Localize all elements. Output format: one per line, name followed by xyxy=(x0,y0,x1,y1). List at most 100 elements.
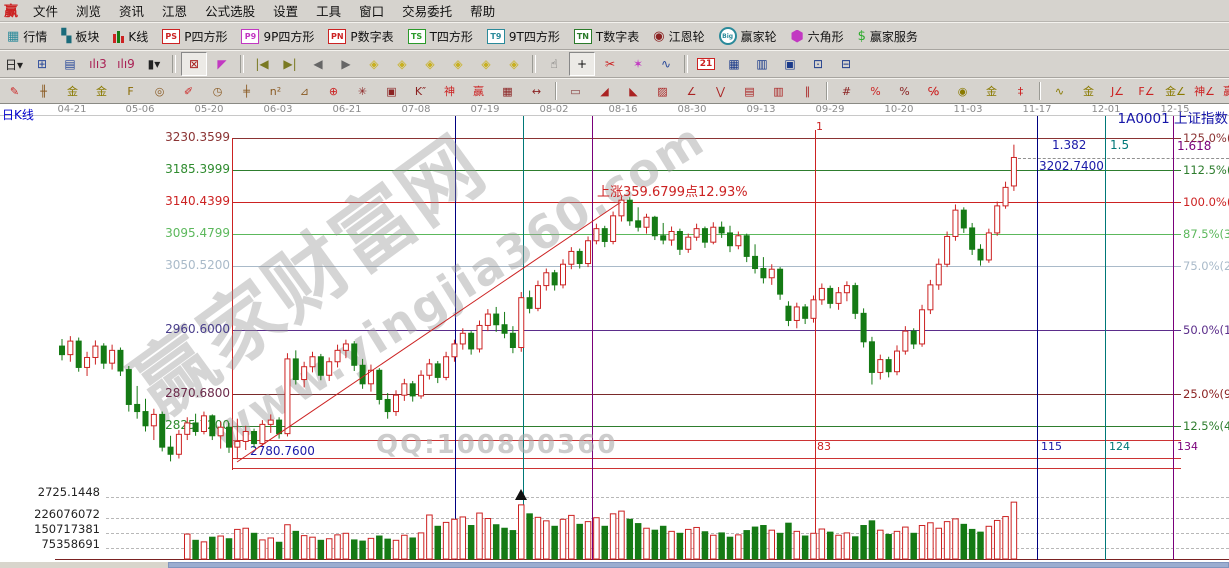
export-button[interactable]: ⊡ xyxy=(812,57,824,71)
bars-9-button[interactable]: ılı9 xyxy=(117,57,135,71)
p-table-button[interactable]: PN P数字表 xyxy=(322,26,399,47)
menu-item[interactable]: 交易委托 xyxy=(402,4,453,19)
overlay-button[interactable]: ⊞ xyxy=(36,57,48,71)
info-list-button[interactable]: ▤ xyxy=(64,57,76,71)
menu-item[interactable]: 江恩 xyxy=(162,4,188,19)
price-grid-button[interactable]: ▤ xyxy=(744,84,755,98)
wheel-8-button[interactable]: ✳ xyxy=(357,84,368,98)
diamond-expand-button[interactable]: ◈ xyxy=(425,57,435,71)
t-table-button[interactable]: TN T数字表 xyxy=(568,26,645,47)
j-angle-button[interactable]: J∠ xyxy=(1110,84,1125,98)
flag-pen-button[interactable]: ‡ xyxy=(1017,84,1024,98)
time-grid-button[interactable]: ▥ xyxy=(773,84,784,98)
9p-square-button[interactable]: P9 9P四方形 xyxy=(235,26,320,47)
h-measure-button[interactable]: ↔ xyxy=(531,84,542,98)
wave-gold-button[interactable]: ∿ xyxy=(1054,84,1065,98)
quotes-button[interactable]: ▦ 行情 xyxy=(1,26,53,47)
prev-bar-button[interactable]: ◀ xyxy=(313,57,323,71)
angle-ruler-button[interactable]: ⊿ xyxy=(299,84,310,98)
menu-item[interactable]: 帮助 xyxy=(470,4,496,19)
save-button[interactable]: ▣ xyxy=(784,57,796,71)
calendar-button[interactable]: 21 xyxy=(693,52,719,76)
last-page-button[interactable]: ▶| xyxy=(283,57,297,71)
t-square-button[interactable]: TS T四方形 xyxy=(402,26,479,47)
scrollbar-thumb[interactable] xyxy=(168,562,1229,568)
hand-tool-button[interactable]: ☝ xyxy=(550,57,558,71)
gann-wheel-button[interactable]: ◉ 江恩轮 xyxy=(647,26,710,47)
diamond-center-button[interactable]: ◈ xyxy=(453,57,463,71)
fan-lines-button[interactable]: ◢ xyxy=(600,84,609,98)
sectors-button[interactable]: ▚ 板块 xyxy=(55,26,105,47)
workstation-button[interactable]: ⊟ xyxy=(840,57,852,71)
menu-item[interactable]: 窗口 xyxy=(359,4,385,19)
menu-item[interactable]: 工具 xyxy=(316,4,342,19)
fib-f-button[interactable]: F xyxy=(127,84,134,98)
gold-base-button[interactable]: 金 xyxy=(1083,85,1094,98)
curve-tool-button[interactable]: ∿ xyxy=(660,57,672,71)
hexagon-button[interactable]: 六角形 xyxy=(785,26,850,47)
gann-box-button[interactable]: ▨ xyxy=(657,84,668,98)
winner-wheel-button[interactable]: Big 赢家轮 xyxy=(713,25,783,47)
diamond-burst-button[interactable]: ◈ xyxy=(481,57,491,71)
n-squared-button[interactable]: n² xyxy=(269,84,282,98)
calculator-button[interactable]: ▦ xyxy=(728,57,740,71)
kline-button[interactable]: K线 xyxy=(107,26,154,47)
cut-tool-button[interactable]: ✂ xyxy=(604,57,616,71)
price-label: 2870.6800 xyxy=(165,386,230,400)
rect-tool-button[interactable]: ▭ xyxy=(570,84,581,98)
shen-angle-button[interactable]: 神∠ xyxy=(1194,85,1215,98)
time-clock-button[interactable]: ◷ xyxy=(212,84,223,98)
9t-square-button[interactable]: T9 9T四方形 xyxy=(481,26,566,47)
circle-cross-button[interactable]: ⊕ xyxy=(328,84,339,98)
winner-service-button[interactable]: $ 赢家服务 xyxy=(852,26,924,47)
next-bar-button[interactable]: ▶ xyxy=(341,57,351,71)
zigzag-button[interactable]: ⋁ xyxy=(715,84,726,98)
grid-hash-button[interactable]: ╫ xyxy=(40,84,47,98)
stamp-tool-button[interactable]: ✶ xyxy=(632,57,644,71)
percent-button[interactable]: % xyxy=(899,84,910,98)
menu-item[interactable]: 资讯 xyxy=(119,4,145,19)
dense-grid-button[interactable]: ▦ xyxy=(502,84,513,98)
shen-tool-button[interactable]: 神 xyxy=(444,85,455,98)
box-target-button[interactable]: ▣ xyxy=(386,84,397,98)
percent-label: 100.0%(0) xyxy=(1183,195,1229,209)
first-page-button[interactable]: |◀ xyxy=(255,57,269,71)
rise-annotation: 上涨359.6799点12.93% xyxy=(597,185,748,200)
trend-line-button[interactable]: ∠ xyxy=(686,84,697,98)
menu-item[interactable]: 浏览 xyxy=(76,4,102,19)
candle-style-button[interactable]: ▮▾ xyxy=(147,57,161,71)
f-angle-button[interactable]: F∠ xyxy=(1138,84,1155,98)
diamond-left-button[interactable]: ◈ xyxy=(369,57,379,71)
gold-lines-button[interactable]: 金 xyxy=(986,85,997,98)
bars-3-button[interactable]: ılı3 xyxy=(89,57,107,71)
gold-angle-button[interactable]: 金∠ xyxy=(1165,85,1186,98)
chart-area[interactable]: 日K线 1A0001 上证指数 赢家财富网 www.yingjia360.com Q… xyxy=(0,104,1229,562)
gold-ruler-1-button[interactable]: 金 xyxy=(67,85,78,98)
diamond-move-button[interactable]: ◈ xyxy=(509,57,519,71)
horizontal-scrollbar[interactable] xyxy=(0,562,1229,568)
menu-item[interactable]: 公式选股 xyxy=(205,4,256,19)
p-square-button[interactable]: PS P四方形 xyxy=(156,26,233,47)
pen-button[interactable]: ✎ xyxy=(9,84,20,98)
crosshair-tool-button[interactable]: + xyxy=(569,52,595,76)
spiral-button[interactable]: ◎ xyxy=(154,84,165,98)
period-day-button[interactable]: 日▾ xyxy=(4,57,24,72)
count-tool-button[interactable]: # xyxy=(841,84,852,98)
gold-ruler-2-button[interactable]: 金 xyxy=(96,85,107,98)
pen-2-button[interactable]: ✐ xyxy=(183,84,194,98)
ying-tool-button[interactable]: 赢 xyxy=(473,85,484,98)
menu-item[interactable]: 设置 xyxy=(273,4,299,19)
gann-fan-button[interactable]: ◣ xyxy=(629,84,638,98)
k-marks-button[interactable]: K″ xyxy=(414,84,427,98)
percent-lines-button[interactable]: ℅ xyxy=(927,84,940,98)
parallel-lines-button[interactable]: ∥ xyxy=(804,84,811,98)
percent-down-button[interactable]: % xyxy=(870,84,881,98)
diamond-right-button[interactable]: ◈ xyxy=(397,57,407,71)
kline-mode-button[interactable]: ⊠ xyxy=(181,52,207,76)
gold-circle-button[interactable]: ◉ xyxy=(957,84,968,98)
ying-angle-button[interactable]: 赢∠ xyxy=(1223,85,1229,98)
report-button[interactable]: ▥ xyxy=(756,57,768,71)
hash-2-button[interactable]: ╪ xyxy=(243,84,250,98)
color-style-button[interactable]: ◤ xyxy=(217,57,227,71)
menu-item[interactable]: 文件 xyxy=(33,4,59,19)
